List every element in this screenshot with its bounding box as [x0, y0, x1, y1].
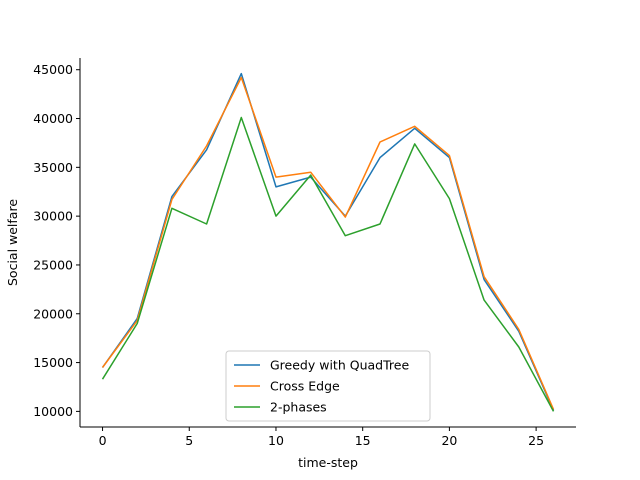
- x-ticks: 0 5 10 15 20 25: [99, 427, 544, 448]
- axes: [79, 58, 576, 428]
- legend-label-2: Cross Edge: [270, 379, 340, 394]
- legend: Greedy with QuadTree Cross Edge 2-phases: [225, 350, 431, 422]
- y-tick-label: 25000: [33, 257, 73, 272]
- legend-label-3: 2-phases: [270, 400, 327, 415]
- y-tick-label: 10000: [33, 404, 73, 419]
- series-layer: [101, 72, 555, 412]
- y-ticks: 10000 15000 20000 25000 30000 35000 40000 45000: [33, 62, 80, 419]
- x-tick-label: 5: [185, 433, 193, 448]
- legend-box: [225, 350, 431, 422]
- x-tick-label: 15: [355, 433, 371, 448]
- series-line-1: [101, 72, 555, 411]
- series-line-2: [101, 76, 555, 410]
- y-tick-label: 15000: [33, 355, 73, 370]
- y-tick-label: 45000: [33, 62, 73, 77]
- x-tick-label: 20: [441, 433, 457, 448]
- x-tick-label: 0: [99, 433, 107, 448]
- x-axis-label: time-step: [298, 455, 358, 470]
- y-tick-label: 20000: [33, 306, 73, 321]
- y-tick-label: 40000: [33, 111, 73, 126]
- series-line-3: [101, 116, 555, 412]
- y-tick-label: 35000: [33, 160, 73, 175]
- x-tick-label: 10: [268, 433, 284, 448]
- y-tick-label: 30000: [33, 209, 73, 224]
- x-tick-label: 25: [528, 433, 544, 448]
- legend-label-1: Greedy with QuadTree: [270, 358, 409, 373]
- y-axis-label: Social welfare: [5, 199, 20, 286]
